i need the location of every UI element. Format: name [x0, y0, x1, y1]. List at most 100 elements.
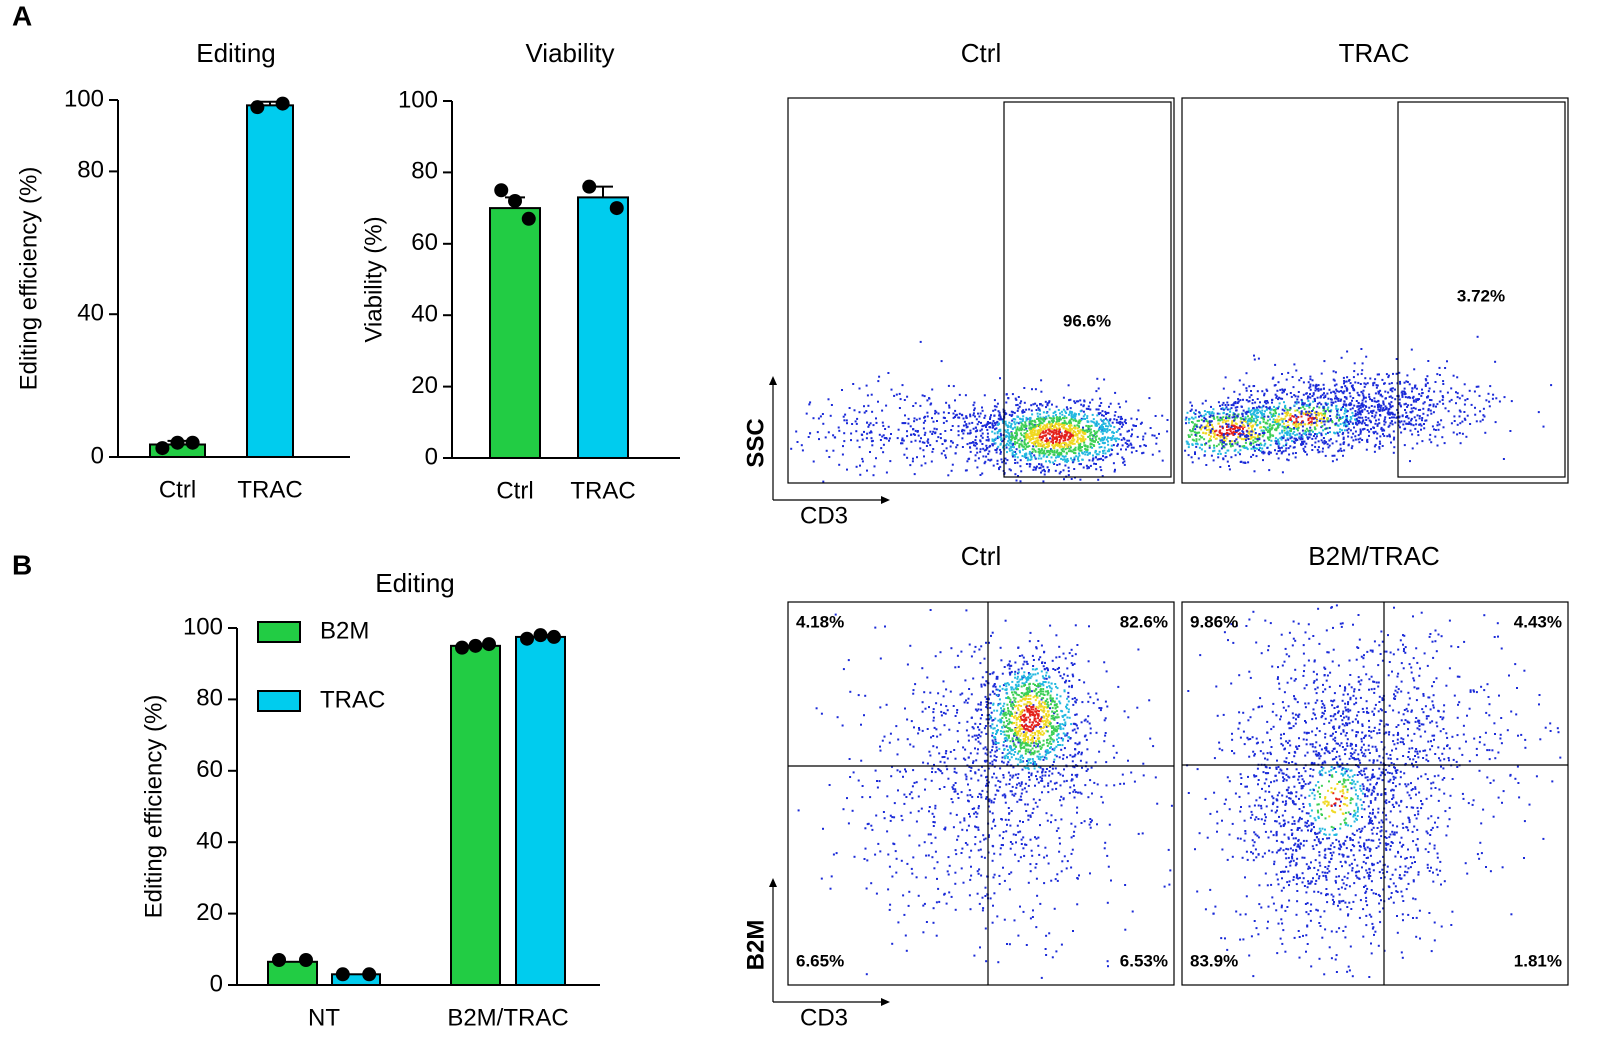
event-dot	[1188, 418, 1190, 421]
event-dot	[1384, 390, 1387, 393]
event-dot	[1424, 378, 1427, 381]
event-dot	[931, 450, 934, 453]
event-dot	[921, 667, 924, 670]
event-dot	[970, 874, 973, 877]
event-dot	[1212, 459, 1215, 462]
event-dot	[1014, 462, 1017, 464]
event-dot	[1210, 412, 1213, 415]
event-dot	[1426, 375, 1429, 378]
event-dot	[1077, 425, 1080, 428]
event-dot	[1096, 424, 1099, 427]
event-dot	[1006, 459, 1009, 462]
event-dot	[1078, 751, 1081, 754]
event-dot	[1024, 421, 1027, 424]
event-dot	[1060, 418, 1063, 421]
event-dot	[981, 765, 983, 768]
event-dot	[905, 447, 908, 450]
event-dot	[1303, 432, 1306, 435]
event-dot	[1414, 427, 1417, 430]
event-dot	[1436, 373, 1439, 376]
event-dot	[1359, 430, 1362, 433]
event-dot	[1081, 439, 1084, 442]
event-dot	[979, 450, 982, 453]
event-dot	[1345, 410, 1348, 413]
event-dot	[1235, 438, 1238, 441]
event-dot	[1043, 468, 1045, 471]
event-dot	[1015, 428, 1018, 431]
event-dot	[882, 811, 885, 813]
event-dot	[1315, 417, 1318, 420]
event-dot	[1423, 427, 1426, 430]
event-dot	[1393, 436, 1396, 439]
event-dot	[974, 722, 977, 725]
event-dot	[911, 460, 914, 463]
event-dot	[1091, 398, 1094, 401]
event-dot	[887, 372, 890, 374]
event-dot	[1326, 417, 1329, 420]
event-dot	[1311, 437, 1314, 440]
event-dot	[1124, 441, 1127, 444]
event-dot	[1279, 437, 1282, 440]
event-dot	[1078, 444, 1081, 446]
event-dot	[1190, 408, 1193, 411]
event-dot	[926, 399, 929, 402]
event-dot	[1001, 760, 1003, 763]
event-dot	[1060, 795, 1063, 798]
event-dot	[1070, 418, 1073, 420]
event-dot	[1311, 449, 1314, 451]
event-dot	[828, 784, 831, 786]
event-dot	[1347, 420, 1350, 423]
event-dot	[943, 761, 946, 764]
event-dot	[1034, 443, 1037, 446]
event-dot	[1068, 399, 1071, 402]
event-dot	[1084, 445, 1087, 448]
event-dot	[1027, 750, 1030, 753]
event-dot	[1049, 448, 1052, 451]
event-dot	[1034, 725, 1037, 728]
event-dot	[969, 815, 971, 818]
event-dot	[1104, 456, 1107, 459]
event-dot	[1088, 425, 1091, 428]
event-dot	[954, 871, 957, 874]
event-dot	[1384, 421, 1387, 424]
event-dot	[848, 758, 851, 760]
event-dot	[1217, 443, 1220, 446]
event-dot	[1046, 402, 1049, 405]
event-dot	[1258, 436, 1261, 439]
event-dot	[1082, 417, 1085, 420]
event-dot	[1308, 421, 1311, 424]
event-dot	[975, 426, 977, 429]
event-dot	[1335, 388, 1338, 391]
event-dot	[913, 420, 916, 423]
event-dot	[944, 826, 947, 829]
event-dot	[1211, 426, 1214, 429]
event-dot	[1420, 428, 1422, 431]
event-dot	[1049, 425, 1052, 428]
event-dot	[1285, 420, 1288, 422]
event-dot	[1067, 459, 1070, 462]
event-dot	[1387, 410, 1390, 413]
event-dot	[1074, 452, 1077, 455]
event-dot	[932, 825, 935, 827]
data-point	[533, 628, 548, 643]
event-dot	[1066, 431, 1069, 434]
event-dot	[1053, 437, 1056, 440]
event-dot	[965, 775, 968, 778]
event-dot	[1002, 710, 1005, 713]
event-dot	[1012, 442, 1015, 445]
event-dot	[989, 418, 991, 420]
event-dot	[1253, 411, 1256, 414]
event-dot	[1356, 419, 1359, 422]
event-dot	[1314, 400, 1316, 402]
event-dot	[1074, 401, 1077, 404]
event-dot	[889, 460, 892, 463]
event-dot	[1033, 432, 1036, 435]
event-dot	[999, 415, 1002, 418]
event-dot	[1484, 431, 1487, 434]
event-dot	[1184, 418, 1187, 421]
event-dot	[1204, 399, 1207, 402]
event-dot	[1357, 381, 1360, 384]
event-dot	[1046, 455, 1049, 458]
event-dot	[1156, 802, 1159, 805]
event-dot	[934, 804, 937, 807]
